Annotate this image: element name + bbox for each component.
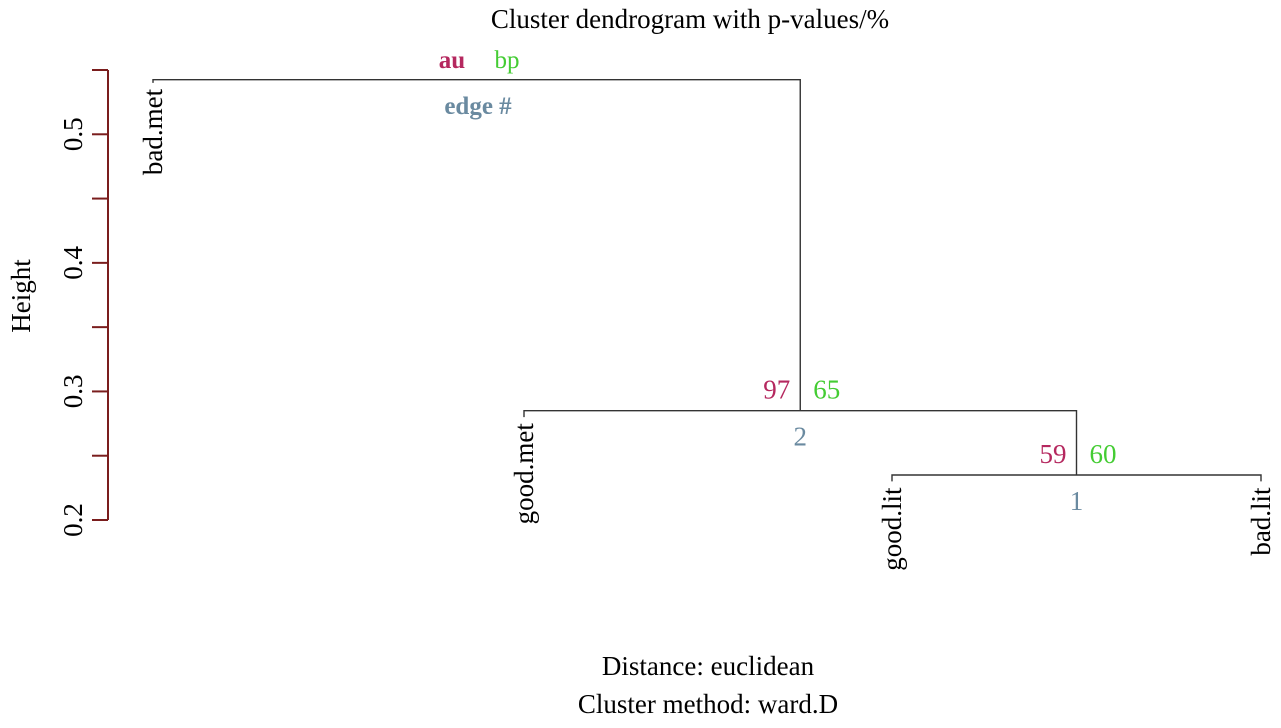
y-tick-label: 0.2 [58, 503, 88, 537]
legend: au bp edge # [439, 47, 520, 120]
legend-edge: edge # [444, 93, 512, 120]
legend-au: au [439, 47, 466, 74]
cluster-method-label: Cluster method: ward.D [578, 689, 838, 719]
leaf-label: bad.met [138, 88, 168, 175]
bp-label: 60 [1090, 439, 1117, 469]
leaf-label: good.lit [877, 487, 907, 571]
au-label: 59 [1040, 439, 1067, 469]
leaf-label: good.met [509, 423, 539, 525]
edge-label: 2 [794, 422, 808, 452]
leaf-labels: bad.met good.met good.lit bad.lit [138, 88, 1276, 570]
y-axis-label: Height [6, 259, 36, 333]
y-tick-label: 0.5 [58, 117, 88, 151]
node-labels: 59 601 97 652 [763, 375, 1116, 516]
edge-label: 1 [1070, 486, 1084, 516]
x-axis-label: Distance: euclidean [602, 651, 815, 681]
y-axis: 0.2 0.3 0.4 0.5 [58, 69, 109, 537]
dendrogram-branches [152, 78, 1262, 482]
chart-title: Cluster dendrogram with p-values/% [491, 4, 889, 34]
legend-bp: bp [495, 47, 520, 74]
y-tick-label: 0.3 [58, 375, 88, 409]
au-label: 97 [763, 375, 790, 405]
branch [152, 78, 801, 411]
bp-label: 65 [813, 375, 840, 405]
y-tick-label: 0.4 [58, 245, 88, 279]
leaf-label: bad.lit [1246, 487, 1276, 556]
branch [891, 474, 1262, 482]
